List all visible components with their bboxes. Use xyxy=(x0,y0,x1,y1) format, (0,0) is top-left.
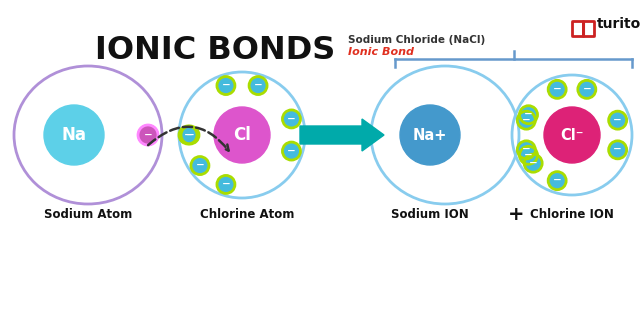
Circle shape xyxy=(520,106,538,124)
Circle shape xyxy=(548,80,566,98)
Text: −: − xyxy=(221,179,230,189)
Circle shape xyxy=(609,141,627,159)
Circle shape xyxy=(578,80,596,98)
FancyBboxPatch shape xyxy=(573,21,584,36)
Circle shape xyxy=(282,110,300,128)
Text: −: − xyxy=(524,150,533,160)
Circle shape xyxy=(544,107,600,163)
Text: −: − xyxy=(221,80,230,90)
Circle shape xyxy=(217,76,235,94)
Circle shape xyxy=(609,111,627,129)
Circle shape xyxy=(524,154,542,172)
Text: −: − xyxy=(143,130,152,140)
Circle shape xyxy=(138,125,158,145)
Text: −: − xyxy=(553,84,561,94)
Text: Cl: Cl xyxy=(233,126,251,144)
Circle shape xyxy=(249,76,267,94)
Text: −: − xyxy=(522,144,531,154)
Circle shape xyxy=(400,105,460,165)
Text: −: − xyxy=(613,144,622,154)
Circle shape xyxy=(548,172,566,190)
Text: Na: Na xyxy=(61,126,86,144)
Text: −: − xyxy=(287,113,296,124)
FancyArrow shape xyxy=(300,119,384,151)
Text: −: − xyxy=(582,84,591,94)
Text: Na+: Na+ xyxy=(413,127,447,142)
Text: −: − xyxy=(524,109,533,119)
Circle shape xyxy=(191,156,209,175)
Circle shape xyxy=(214,107,270,163)
Text: Cl⁻: Cl⁻ xyxy=(560,127,584,142)
Text: −: − xyxy=(253,80,262,90)
Text: +: + xyxy=(508,205,524,224)
Text: −: − xyxy=(613,115,622,125)
Text: Chlorine Atom: Chlorine Atom xyxy=(200,208,294,221)
Text: −: − xyxy=(553,175,561,185)
Text: −: − xyxy=(522,115,531,125)
Circle shape xyxy=(217,175,235,194)
Circle shape xyxy=(517,111,535,129)
Text: turito: turito xyxy=(597,17,640,31)
Text: −: − xyxy=(184,130,193,140)
Text: −: − xyxy=(186,130,195,140)
Circle shape xyxy=(179,126,197,144)
Text: Sodium ION: Sodium ION xyxy=(391,208,469,221)
Text: IONIC BONDS: IONIC BONDS xyxy=(95,35,335,66)
Text: Ionic Bond: Ionic Bond xyxy=(348,47,414,57)
Text: −: − xyxy=(196,160,204,170)
Circle shape xyxy=(517,141,535,159)
Text: −: − xyxy=(529,158,538,168)
Circle shape xyxy=(181,126,199,144)
FancyBboxPatch shape xyxy=(584,21,595,36)
Text: Sodium Atom: Sodium Atom xyxy=(44,208,132,221)
Text: Sodium Chloride (NaCl): Sodium Chloride (NaCl) xyxy=(348,35,485,45)
Text: Chlorine ION: Chlorine ION xyxy=(530,208,614,221)
Circle shape xyxy=(282,142,300,160)
Text: −: − xyxy=(287,146,296,156)
Circle shape xyxy=(44,105,104,165)
Circle shape xyxy=(520,146,538,164)
